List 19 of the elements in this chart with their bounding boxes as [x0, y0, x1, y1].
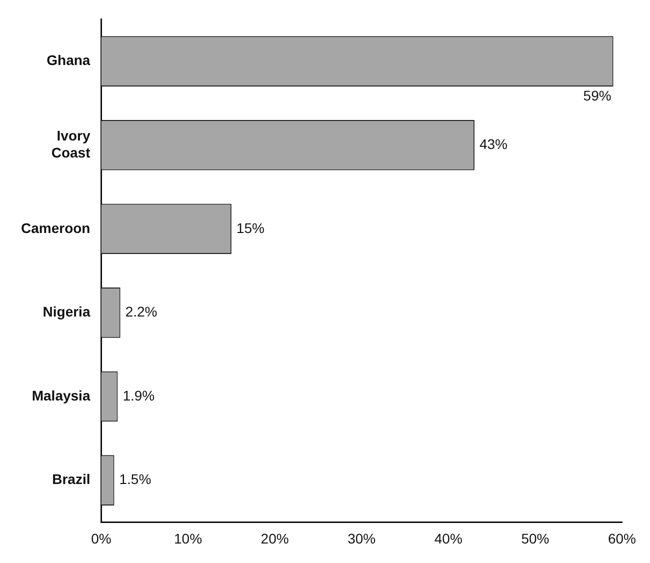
x-tick-label: 0%	[91, 530, 112, 546]
y-tick-label: Ivory Coast	[51, 128, 91, 160]
x-tick-label: 60%	[608, 530, 636, 546]
y-tick-label: Cameroon	[21, 220, 90, 236]
x-tick-label: 10%	[174, 530, 202, 546]
x-tick-label: 30%	[348, 530, 376, 546]
y-tick-label: Nigeria	[42, 304, 90, 320]
x-tick-label: 20%	[260, 530, 289, 546]
data-label: 15%	[236, 220, 264, 236]
x-tick-label: 40%	[434, 530, 462, 546]
x-tick-label: 50%	[521, 530, 550, 546]
y-tick-label: Brazil	[52, 471, 90, 488]
data-label: 1.5%	[119, 471, 152, 488]
y-tick-label: Malaysia	[32, 387, 90, 404]
data-label: 43%	[479, 136, 508, 152]
data-label: 59%	[583, 87, 612, 104]
data-label: 2.2%	[125, 304, 158, 320]
y-tick-label: Ghana	[46, 52, 90, 68]
data-label: 1.9%	[122, 387, 155, 404]
